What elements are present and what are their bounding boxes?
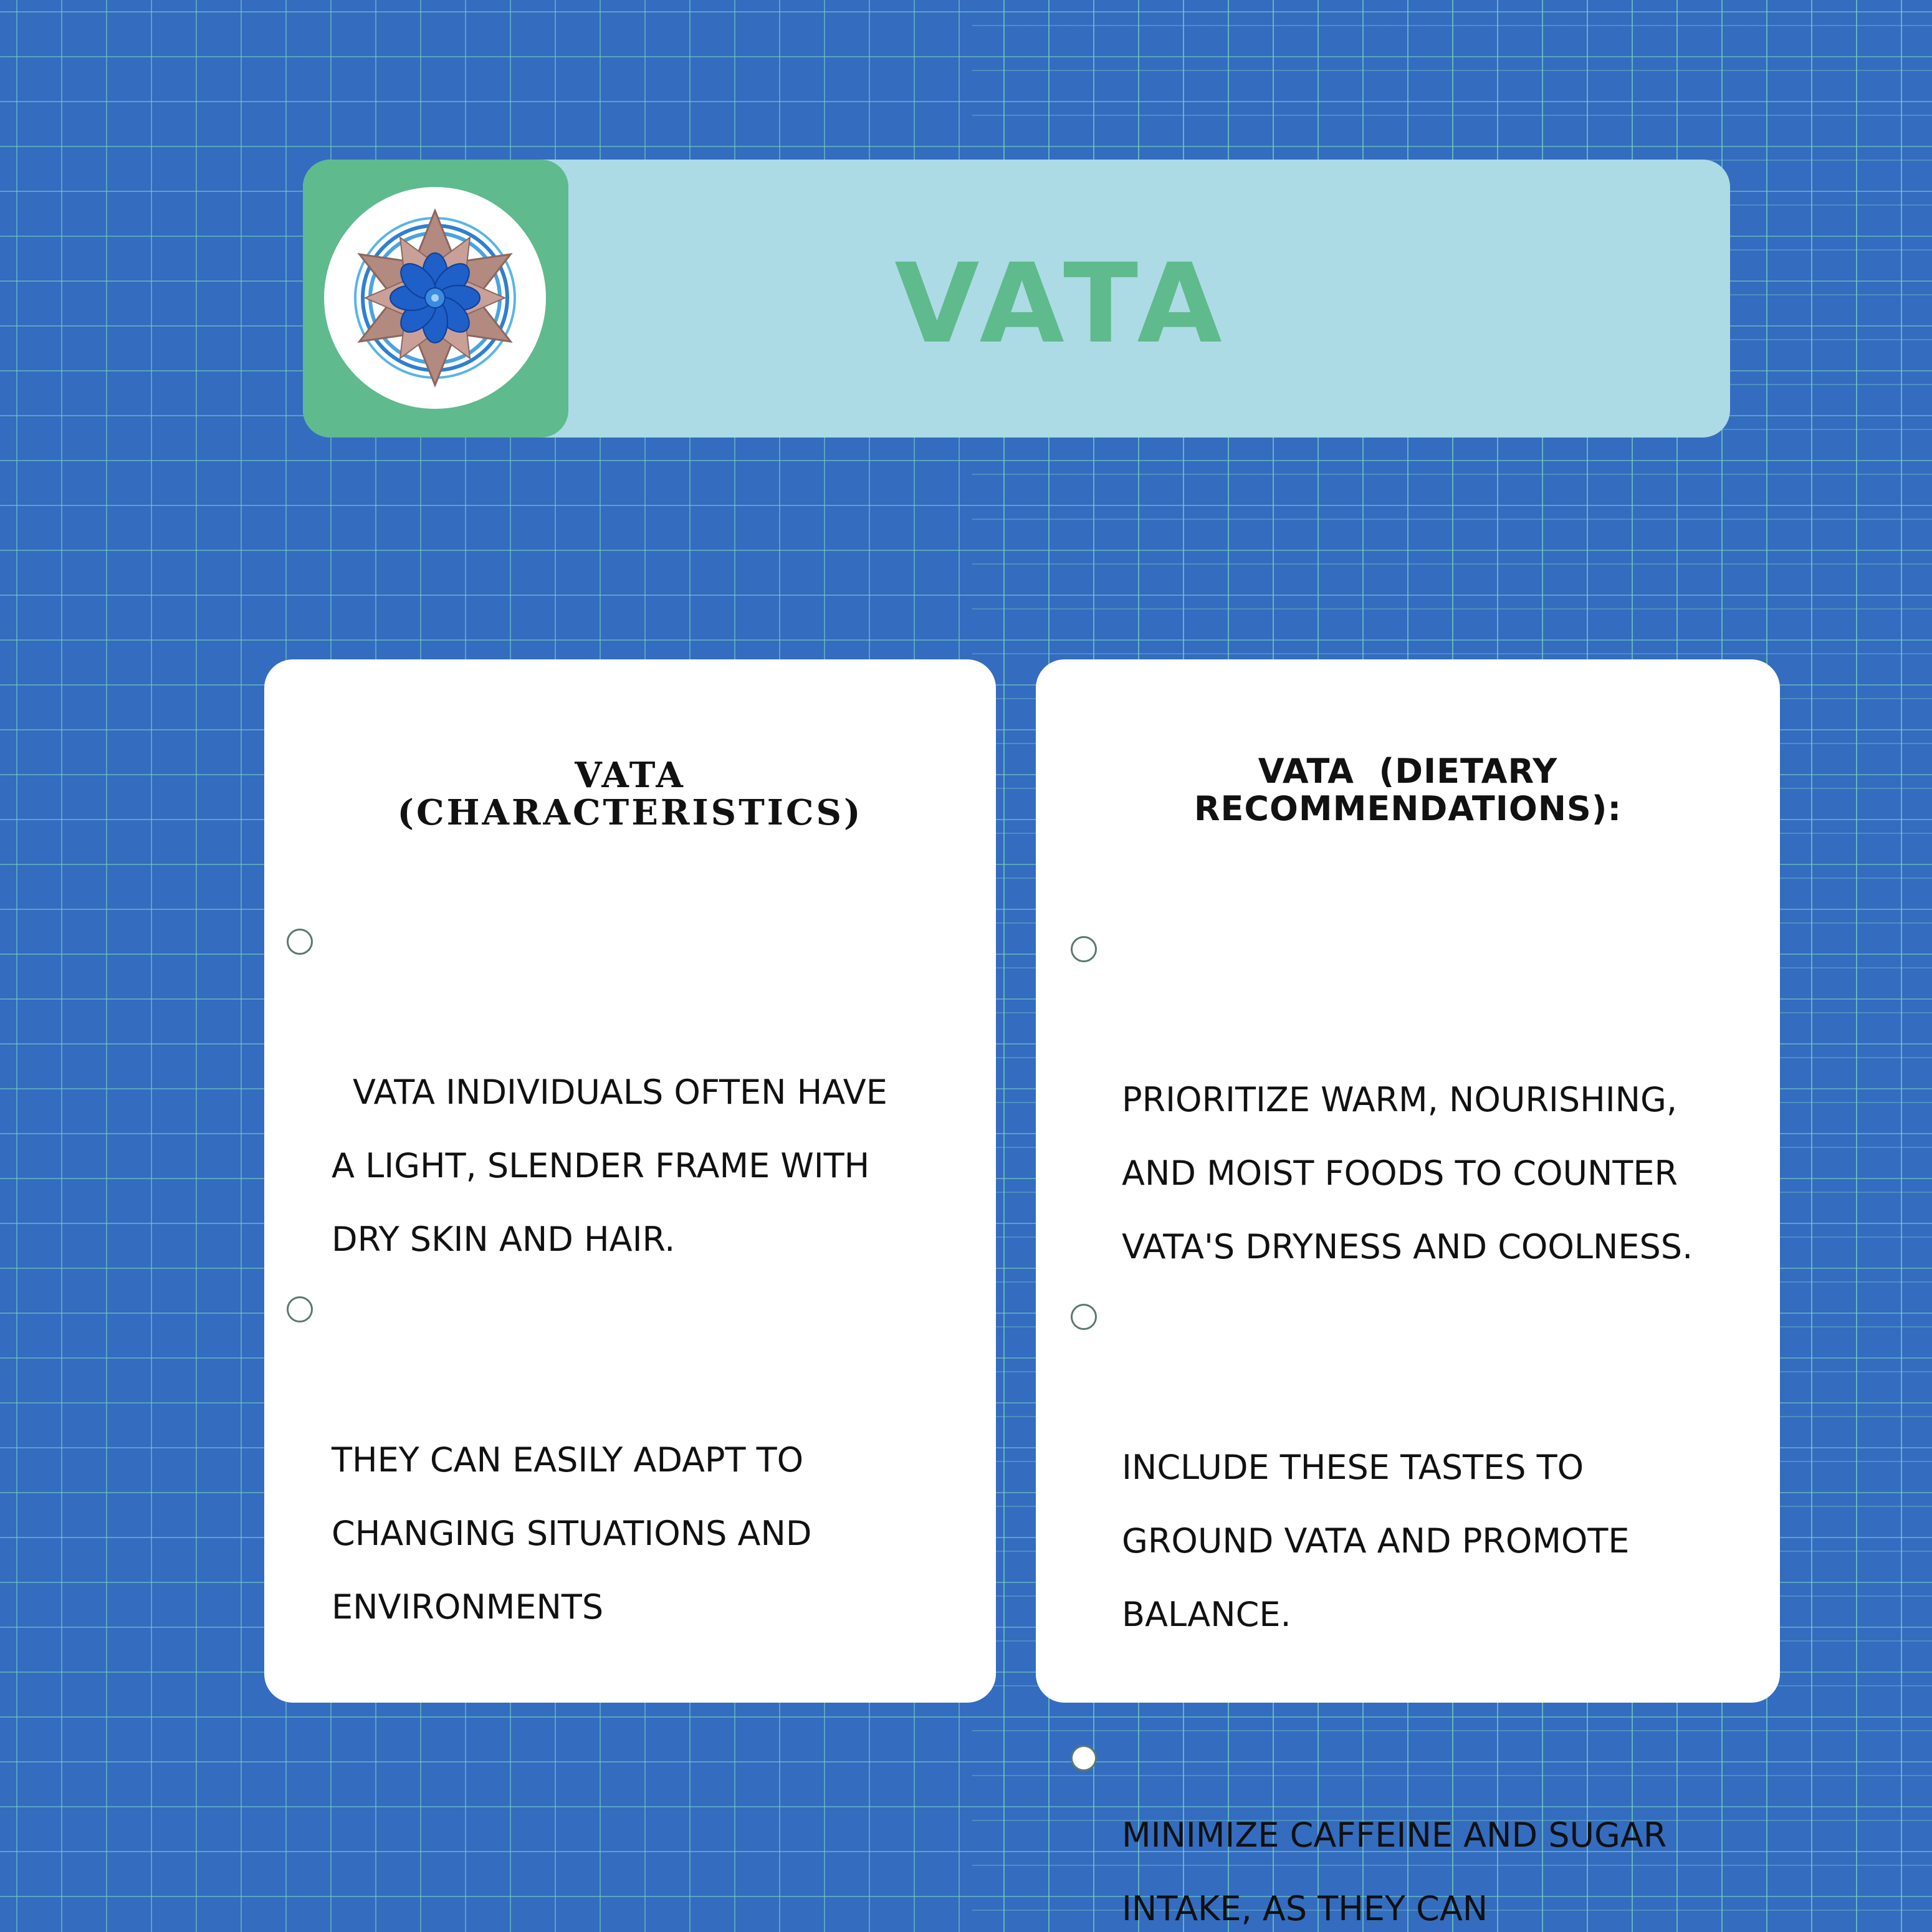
list-item-text: PRIORITIZE WARM, NOURISHING, AND MOIST F…	[1122, 1080, 1693, 1266]
circle-bullet-icon	[1071, 1745, 1097, 1771]
dietary-card: VATA (DIETARY RECOMMENDATIONS): PRIORITI…	[1036, 659, 1780, 1928]
circle-bullet-icon	[1071, 936, 1097, 962]
list-item-text: INCLUDE THESE TASTES TO GROUND VATA AND …	[1122, 1448, 1630, 1634]
circle-bullet-icon	[287, 1296, 313, 1322]
dietary-heading-line2: RECOMMENDATIONS):	[1193, 789, 1622, 828]
mandala-lotus-icon	[354, 208, 516, 388]
list-item: INCLUDE THESE TASTES TO GROUND VATA AND …	[1071, 1284, 1776, 1652]
circle-bullet-icon	[1071, 1304, 1097, 1330]
characteristics-card: VATA (CHARACTERISTICS) VATA INDIVIDUALS …	[264, 659, 996, 1703]
characteristics-list: VATA INDIVIDUALS OFTEN HAVE A LIGHT, SLE…	[287, 909, 992, 1644]
dietary-list: PRIORITIZE WARM, NOURISHING, AND MOIST F…	[1071, 916, 1776, 1932]
dietary-heading-line1: VATA (DIETARY	[1258, 752, 1558, 791]
logo-badge	[324, 187, 546, 409]
list-item-text: MINIMIZE CAFFEINE AND SUGAR INTAKE, AS T…	[1122, 1815, 1667, 1928]
dietary-heading: VATA (DIETARY RECOMMENDATIONS):	[1036, 753, 1780, 828]
characteristics-heading-line1: VATA	[575, 755, 686, 796]
list-item-text: VATA INDIVIDUALS OFTEN HAVE A LIGHT, SLE…	[332, 1073, 887, 1259]
characteristics-heading-line2: (CHARACTERISTICS)	[397, 792, 863, 833]
circle-bullet-icon	[287, 929, 313, 955]
logo-tile	[303, 160, 568, 438]
header-banner: VATA	[303, 160, 1730, 438]
list-item-text: THEY CAN EASILY ADAPT TO CHANGING SITUAT…	[332, 1440, 812, 1627]
list-item: THEY CAN EASILY ADAPT TO CHANGING SITUAT…	[287, 1276, 992, 1644]
characteristics-heading: VATA (CHARACTERISTICS)	[264, 757, 996, 831]
list-item: MINIMIZE CAFFEINE AND SUGAR INTAKE, AS T…	[1071, 1652, 1776, 1932]
page-title: VATA	[894, 239, 1230, 368]
list-item: PRIORITIZE WARM, NOURISHING, AND MOIST F…	[1071, 916, 1776, 1284]
list-item: VATA INDIVIDUALS OFTEN HAVE A LIGHT, SLE…	[287, 909, 992, 1276]
